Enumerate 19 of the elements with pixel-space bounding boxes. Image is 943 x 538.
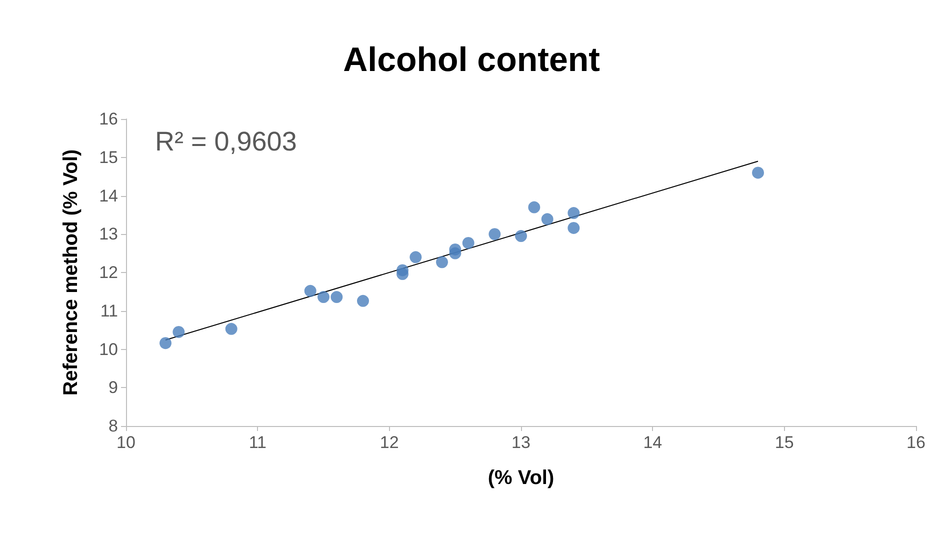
y-tick-label: 13 — [99, 224, 118, 244]
x-axis-title: (% Vol) — [488, 467, 554, 489]
y-tick-label: 12 — [99, 263, 118, 282]
x-tick-label: 13 — [512, 433, 530, 452]
annotation: R² = 0,9603 — [155, 126, 297, 156]
x-tick-label: 11 — [248, 433, 266, 452]
y-tick-label: 15 — [99, 148, 118, 167]
x-tick-label: 12 — [380, 433, 399, 452]
y-axis-title: Reference method (% Vol) — [60, 149, 82, 396]
y-tick-label: 10 — [99, 340, 118, 359]
x-tick-label: 16 — [906, 433, 926, 452]
chart-title: Alcohol content — [343, 41, 600, 79]
y-tick-label: 16 — [99, 110, 118, 128]
y-tick-label: 9 — [108, 378, 118, 398]
y-tick-label: 14 — [99, 186, 118, 206]
x-tick-label: 14 — [643, 433, 662, 452]
x-tick-label: 15 — [774, 433, 794, 452]
y-tick-label: 8 — [108, 416, 118, 436]
y-tick-label: 11 — [100, 301, 118, 320]
